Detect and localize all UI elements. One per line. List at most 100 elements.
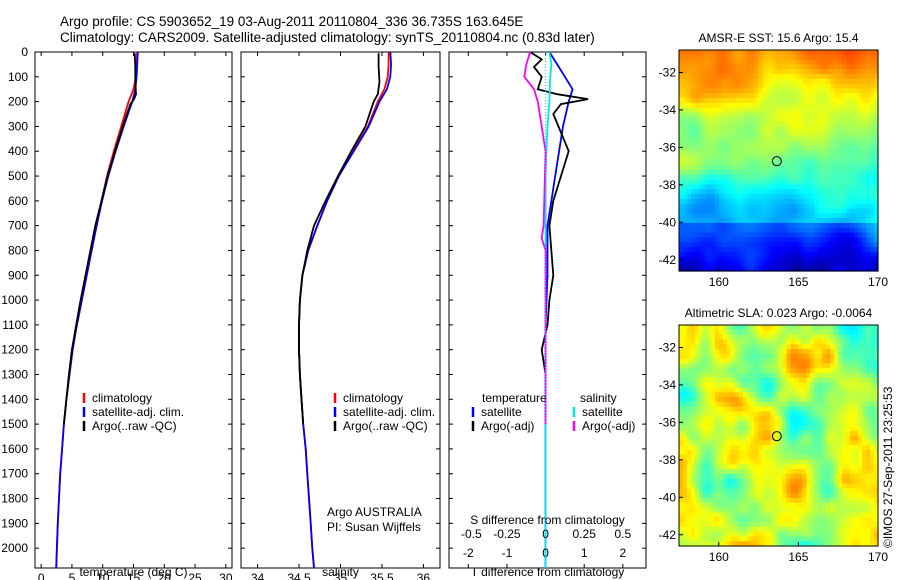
- x-tick-label: 15: [127, 571, 141, 580]
- map-cell: [866, 445, 871, 451]
- map-cell: [802, 93, 807, 99]
- map-cell: [694, 411, 700, 417]
- map-cell: [794, 329, 799, 336]
- map-cell: [786, 397, 792, 403]
- map-cell: [742, 237, 748, 243]
- map-cell: [874, 59, 879, 66]
- map-cell: [770, 59, 776, 66]
- map-cell: [726, 411, 732, 417]
- map-cell: [746, 50, 752, 56]
- map-cell: [726, 203, 732, 210]
- map-cell: [822, 469, 827, 475]
- map-cell: [742, 150, 748, 157]
- map-cell: [686, 445, 692, 451]
- map-cell: [714, 246, 720, 253]
- map-cell: [834, 368, 839, 374]
- map-cell: [686, 50, 692, 56]
- map-cell: [818, 174, 823, 181]
- map-cell: [870, 131, 875, 138]
- map-cell: [858, 117, 863, 123]
- map-cell: [774, 112, 780, 118]
- map-cell: [710, 213, 716, 219]
- map-cell: [846, 150, 851, 157]
- map-cell: [770, 469, 776, 475]
- map-cell: [750, 353, 756, 360]
- map-cell: [842, 334, 847, 341]
- map-cell: [846, 203, 851, 210]
- map-cell: [810, 353, 815, 360]
- map-cell: [866, 54, 871, 61]
- map-cell: [786, 246, 792, 253]
- map-cell: [858, 155, 863, 162]
- map-cell: [866, 406, 871, 413]
- map-cell: [802, 165, 807, 171]
- map-cell: [754, 242, 760, 248]
- map-cell: [826, 122, 831, 128]
- map-cell: [782, 246, 788, 253]
- map-cell: [686, 246, 692, 253]
- map-cell: [786, 344, 792, 350]
- map-cell: [778, 112, 784, 118]
- map-cell: [718, 521, 724, 528]
- map-cell: [798, 541, 803, 547]
- map-cell: [798, 406, 803, 413]
- map-cell: [778, 459, 784, 465]
- map-cell: [862, 170, 867, 176]
- map-cell: [822, 531, 827, 537]
- map-cell: [806, 54, 811, 61]
- map-cell: [706, 189, 712, 195]
- map-cell: [826, 526, 831, 533]
- map-cell: [698, 227, 704, 234]
- map-cell: [846, 227, 851, 234]
- map-cell: [810, 541, 815, 547]
- map-cell: [766, 497, 772, 504]
- map-cell: [822, 189, 827, 195]
- map-cell: [794, 141, 799, 147]
- map-cell: [814, 64, 819, 70]
- map-cell: [874, 526, 879, 533]
- map-cell: [866, 112, 871, 118]
- map-cell: [682, 334, 688, 341]
- map-cell: [790, 136, 796, 142]
- map-cell: [866, 150, 871, 157]
- map-cell: [782, 194, 788, 200]
- map-cell: [726, 469, 732, 475]
- map-cell: [686, 266, 692, 272]
- map-cell: [718, 218, 724, 224]
- map-cell: [810, 421, 815, 427]
- map-cell: [866, 449, 871, 456]
- map-cell: [806, 440, 811, 446]
- map-cell: [790, 227, 796, 234]
- map-cell: [850, 165, 855, 171]
- map-cell: [802, 421, 807, 427]
- map-cell: [679, 387, 684, 393]
- map-cell: [730, 74, 736, 80]
- map-cell: [798, 218, 803, 224]
- map-cell: [858, 531, 863, 537]
- map-cell: [774, 237, 780, 243]
- map-cell: [734, 64, 740, 70]
- map-cell: [698, 251, 704, 258]
- map-cell: [826, 382, 831, 389]
- map-cell: [742, 50, 748, 56]
- map-cell: [838, 334, 843, 341]
- map-cell: [806, 141, 811, 147]
- map-cell: [834, 344, 839, 350]
- y-tick-label: 0: [21, 45, 28, 59]
- map-cell: [790, 449, 796, 456]
- map-cell: [846, 261, 851, 267]
- map-cell: [790, 59, 796, 66]
- map-cell: [826, 189, 831, 195]
- map-cell: [750, 50, 756, 56]
- map-cell: [766, 507, 772, 513]
- map-cell: [698, 194, 704, 200]
- map-cell: [722, 507, 728, 513]
- map-cell: [870, 194, 875, 200]
- map-cell: [826, 227, 831, 234]
- map-cell: [706, 344, 712, 350]
- map-cell: [679, 541, 684, 547]
- map-cell: [834, 329, 839, 336]
- map-cell: [734, 136, 740, 142]
- map-cell: [858, 136, 863, 142]
- map-cell: [818, 179, 823, 186]
